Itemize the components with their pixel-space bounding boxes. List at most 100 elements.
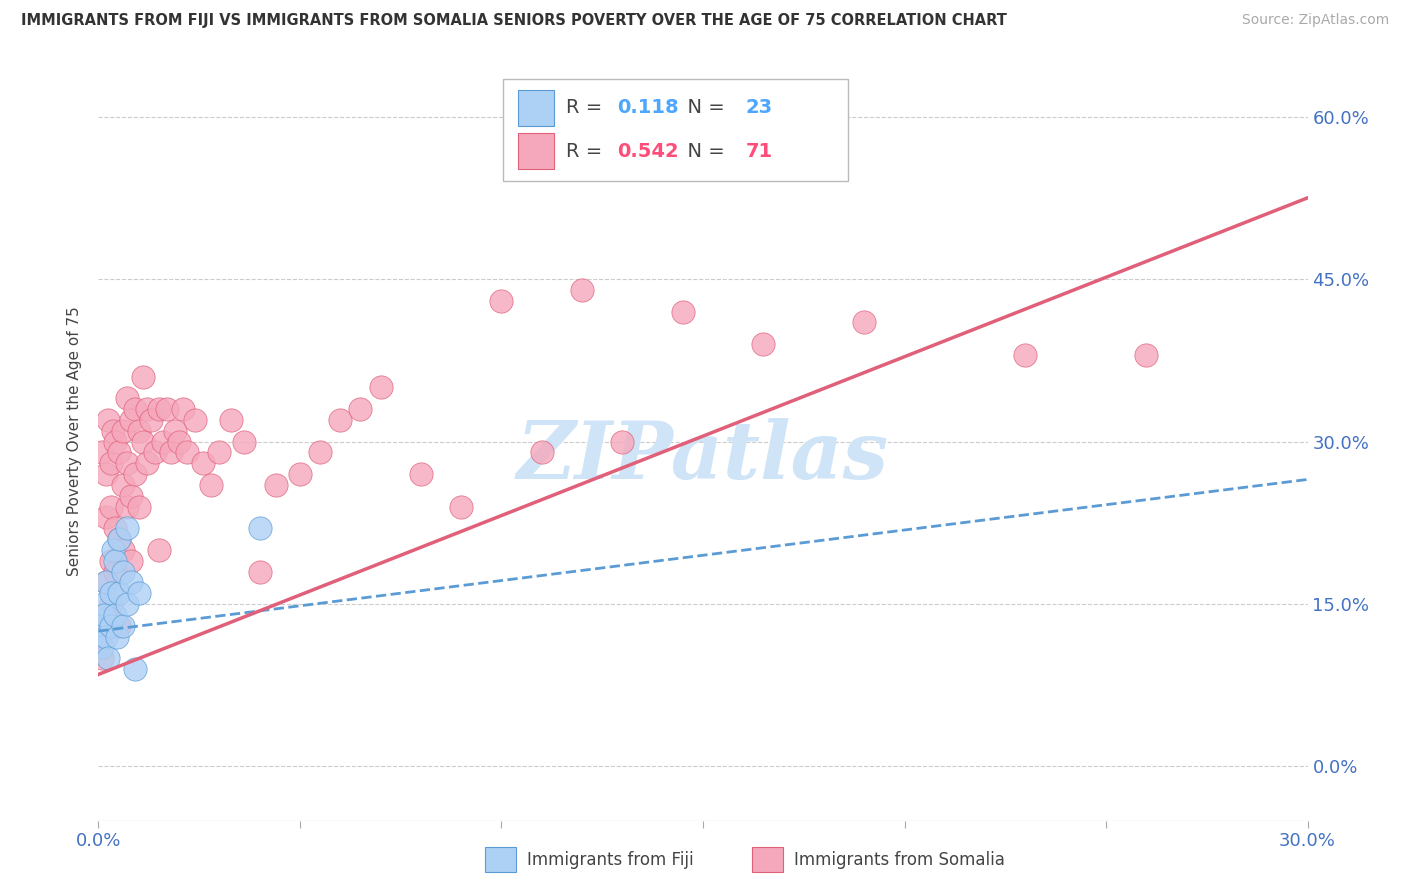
Point (200, 478, 222, 492)
Point (329, 413, 352, 427)
Point (135, 456, 157, 470)
Text: Source: ZipAtlas.com: Source: ZipAtlas.com (1241, 13, 1389, 28)
Point (176, 445, 198, 459)
Point (249, 521, 271, 535)
Point (232, 434, 254, 449)
Point (115, 500, 138, 514)
Point (152, 434, 174, 449)
Text: 71: 71 (745, 142, 772, 161)
Point (752, 337, 775, 351)
Point (128, 586, 150, 600)
Point (107, 532, 129, 546)
Point (208, 445, 231, 459)
Point (111, 542, 134, 557)
Point (97, 413, 120, 427)
Point (139, 413, 162, 427)
Point (91, 640, 114, 655)
Point (193, 456, 215, 470)
Point (96, 575, 118, 590)
Point (90, 618, 112, 632)
Text: Immigrants from Somalia: Immigrants from Somalia (794, 851, 1005, 869)
Point (1014, 348, 1036, 362)
Point (111, 618, 134, 632)
Point (160, 445, 183, 459)
Point (143, 445, 166, 459)
Point (96, 575, 118, 590)
Point (156, 402, 179, 417)
Point (148, 542, 170, 557)
Point (128, 424, 150, 438)
Point (100, 554, 122, 568)
Point (107, 532, 129, 546)
Point (491, 293, 513, 308)
Point (120, 575, 142, 590)
Point (409, 467, 432, 481)
Text: R =: R = (567, 98, 609, 118)
Point (100, 597, 122, 611)
Point (120, 554, 142, 568)
FancyBboxPatch shape (503, 79, 848, 181)
Point (120, 489, 142, 503)
Point (96, 510, 118, 524)
Point (349, 402, 371, 417)
Text: N =: N = (675, 98, 731, 118)
Point (103, 521, 125, 535)
Point (100, 586, 122, 600)
Point (132, 369, 155, 384)
Point (221, 413, 243, 427)
Point (100, 618, 122, 632)
Point (571, 283, 593, 297)
Point (1135, 348, 1157, 362)
FancyBboxPatch shape (517, 133, 554, 169)
Point (103, 434, 125, 449)
Point (370, 380, 392, 394)
Point (172, 402, 194, 417)
Point (128, 500, 150, 514)
Point (103, 554, 125, 568)
Point (249, 565, 271, 579)
Point (96, 467, 118, 481)
Point (93, 607, 115, 622)
Point (120, 413, 142, 427)
Point (100, 500, 122, 514)
Point (167, 434, 190, 449)
Point (111, 424, 134, 438)
Text: 0.118: 0.118 (617, 98, 679, 118)
Point (853, 315, 876, 329)
Point (115, 597, 138, 611)
Point (107, 618, 129, 632)
Point (672, 304, 695, 318)
Point (115, 391, 138, 405)
Point (530, 445, 553, 459)
Point (115, 456, 138, 470)
Point (107, 445, 129, 459)
Point (105, 630, 128, 644)
Point (163, 424, 186, 438)
Point (93, 607, 115, 622)
Point (132, 434, 155, 449)
Point (184, 413, 207, 427)
Point (97, 651, 120, 665)
Point (111, 478, 134, 492)
Y-axis label: Seniors Poverty Over the Age of 75: Seniors Poverty Over the Age of 75 (67, 307, 83, 576)
Text: IMMIGRANTS FROM FIJI VS IMMIGRANTS FROM SOMALIA SENIORS POVERTY OVER THE AGE OF : IMMIGRANTS FROM FIJI VS IMMIGRANTS FROM … (21, 13, 1007, 29)
Point (96, 630, 118, 644)
Point (101, 542, 124, 557)
Point (91, 651, 114, 665)
Point (91, 445, 114, 459)
Point (107, 586, 129, 600)
Text: 0.542: 0.542 (617, 142, 679, 161)
Point (115, 521, 138, 535)
Text: ZIPatlas: ZIPatlas (517, 418, 889, 495)
Point (612, 434, 634, 449)
Point (148, 402, 170, 417)
Point (135, 402, 157, 417)
Point (124, 467, 146, 481)
Text: Immigrants from Fiji: Immigrants from Fiji (527, 851, 695, 869)
Point (103, 607, 125, 622)
Point (288, 467, 311, 481)
Text: N =: N = (675, 142, 731, 161)
Point (89, 630, 111, 644)
Text: R =: R = (567, 142, 609, 161)
Point (100, 456, 122, 470)
